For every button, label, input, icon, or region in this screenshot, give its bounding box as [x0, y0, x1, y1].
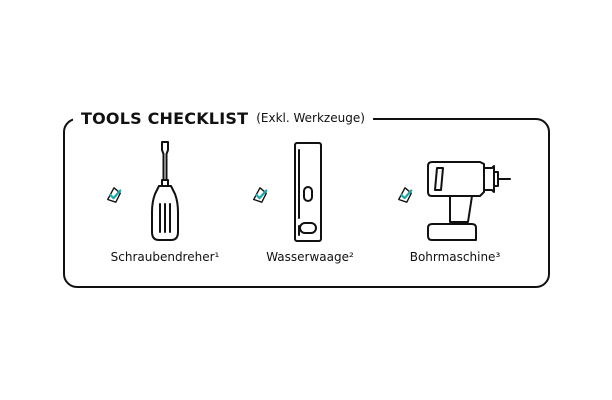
checklist-item-spirit-level: Wasserwaage² [235, 140, 385, 270]
check-icon [253, 187, 268, 203]
checklist-item-power-drill: Bohrmaschine³ [380, 140, 530, 270]
checklist-item-label: Bohrmaschine³ [409, 250, 501, 264]
check-icon [107, 187, 122, 203]
checklist-subtitle: (Exkl. Werkzeuge) [256, 111, 365, 125]
power-drill-icon [427, 161, 511, 241]
check-icon [398, 187, 413, 203]
checklist-title: TOOLS CHECKLIST [81, 108, 249, 128]
checklist-item-label: Wasserwaage² [266, 250, 354, 264]
checklist-item-screwdriver: Schraubendreher¹ [90, 140, 240, 270]
checklist-header: TOOLS CHECKLIST (Exkl. Werkzeuge) [73, 106, 373, 130]
spirit-level-icon [294, 142, 322, 242]
screwdriver-icon [151, 141, 179, 241]
checklist-item-label: Schraubendreher¹ [110, 250, 220, 264]
